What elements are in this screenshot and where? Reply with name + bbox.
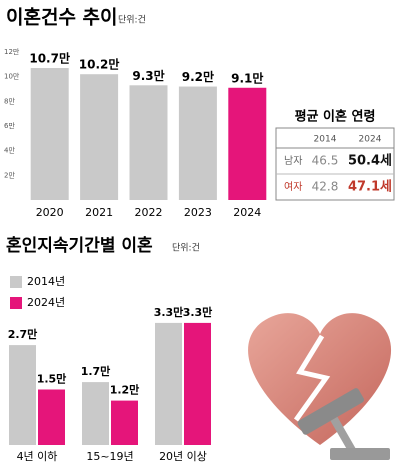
legend-swatch (10, 276, 22, 288)
y-tick-label: 10만 (4, 72, 20, 81)
bar (82, 382, 109, 445)
heart-illustration (248, 313, 392, 460)
table-frame (275, 127, 395, 201)
table-cell: 46.5 (312, 154, 339, 168)
chart-title: 혼인지속기간별 이혼 (6, 235, 153, 256)
value-label: 3.3만 (183, 305, 213, 319)
y-tick-label: 4만 (4, 146, 15, 155)
bar (155, 322, 182, 445)
bar (111, 400, 138, 445)
bar (80, 74, 119, 200)
value-label: 1.7만 (81, 364, 111, 378)
y-tick-label: 2만 (4, 170, 15, 179)
unit-label: 단위:건 (118, 15, 146, 26)
value-label: 10.2만 (79, 57, 120, 72)
x-tick-label: 20년 이상 (159, 450, 207, 463)
value-label: 10.7만 (29, 51, 70, 66)
bar (38, 389, 65, 445)
bar (30, 68, 69, 201)
y-tick-label: 8만 (4, 96, 15, 105)
row-label: 여자 (284, 181, 302, 193)
row-label: 남자 (284, 155, 302, 167)
x-tick-label: 4년 이하 (17, 449, 58, 463)
value-label: 9.1만 (231, 70, 263, 85)
table-cell: 42.8 (312, 180, 339, 194)
chart-title: 이혼건수 추이 (6, 6, 118, 29)
value-label: 1.5만 (37, 372, 67, 386)
bar (184, 322, 211, 445)
value-label: 9.3만 (132, 68, 164, 83)
legend-label: 2014년 (27, 275, 65, 288)
table-cell: 50.4세 (348, 154, 392, 169)
table-header: 2014 (314, 135, 337, 145)
table-title: 평균 이혼 연령 (295, 109, 376, 125)
x-tick-label: 2024 (233, 206, 261, 219)
legend-swatch (10, 297, 22, 309)
value-label: 9.2만 (182, 69, 214, 84)
value-label: 3.3만 (154, 305, 184, 319)
value-label: 2.7만 (8, 327, 38, 341)
table-header: 2024 (359, 135, 382, 145)
legend-label: 2024년 (27, 296, 65, 309)
table-cell: 47.1세 (348, 180, 392, 195)
bar (129, 85, 168, 200)
bar (228, 87, 267, 200)
bar (178, 86, 217, 200)
y-tick-label: 12만 (4, 47, 20, 56)
bar (9, 345, 36, 445)
value-label: 1.2만 (110, 383, 140, 397)
y-tick-label: 6만 (4, 121, 15, 130)
x-tick-label: 2021 (85, 206, 113, 219)
x-tick-label: 15~19년 (86, 450, 133, 463)
x-tick-label: 2020 (36, 206, 64, 219)
x-tick-label: 2023 (184, 206, 212, 219)
x-tick-label: 2022 (135, 206, 163, 219)
unit-label: 단위:건 (172, 243, 200, 254)
